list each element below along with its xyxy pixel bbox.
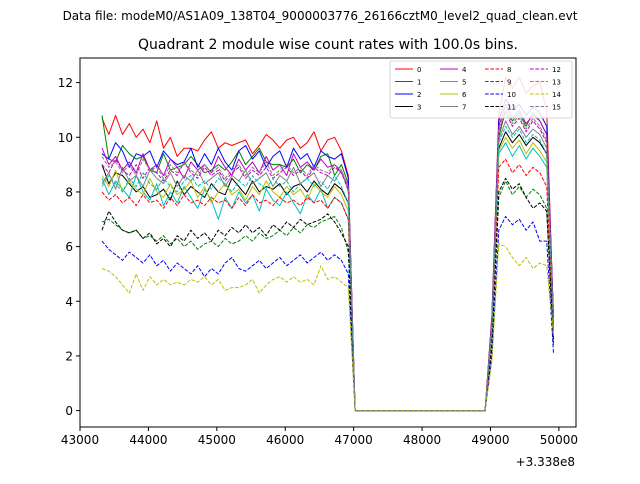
x-tick-label: 47000 — [335, 433, 373, 447]
legend-label-11: 11 — [507, 104, 516, 112]
legend-label-7: 7 — [462, 104, 466, 112]
legend-label-1: 1 — [417, 79, 421, 87]
series-line-8 — [101, 158, 554, 412]
y-tick-label: 12 — [58, 76, 73, 90]
plot-background — [80, 58, 576, 427]
y-tick-label: 6 — [65, 240, 73, 254]
y-tick-label: 8 — [65, 185, 73, 199]
y-tick-label: 2 — [65, 349, 73, 363]
legend-label-3: 3 — [417, 104, 421, 112]
x-tick-label: 50000 — [540, 433, 578, 447]
legend-box — [389, 60, 573, 119]
legend-label-9: 9 — [507, 79, 511, 87]
legend-label-14: 14 — [552, 91, 561, 99]
y-tick-label: 4 — [65, 295, 73, 309]
y-axis: 0 2 4 6 8 10 12 — [58, 76, 80, 418]
legend-label-6: 6 — [462, 91, 467, 99]
legend-label-10: 10 — [507, 91, 516, 99]
x-tick-label: 48000 — [403, 433, 441, 447]
x-tick-label: 46000 — [266, 433, 304, 447]
legend-label-2: 2 — [417, 91, 421, 99]
plot-area — [80, 58, 576, 427]
x-tick-label: 43000 — [61, 433, 99, 447]
x-tick-label: 44000 — [129, 433, 167, 447]
series-line-9 — [101, 180, 554, 412]
series-line-13 — [101, 125, 554, 412]
legend-label-13: 13 — [552, 79, 561, 87]
legend-label-12: 12 — [552, 66, 561, 74]
legend-label-5: 5 — [462, 79, 466, 87]
x-offset-label: +3.338e8 — [516, 455, 575, 469]
series-line-12 — [101, 112, 554, 412]
legend-label-8: 8 — [507, 66, 511, 74]
chart-title: Quadrant 2 module wise count rates with … — [138, 37, 518, 53]
x-axis: 43000 44000 45000 46000 47000 48000 49000 50000 — [61, 427, 578, 447]
x-tick-label: 49000 — [471, 433, 509, 447]
series-line-15 — [101, 109, 554, 412]
y-tick-label: 10 — [58, 131, 73, 145]
figure-suptitle: Data file: modeM0/AS1A09_138T04_90000037… — [63, 9, 578, 23]
legend-label-4: 4 — [462, 66, 467, 74]
y-tick-label: 0 — [65, 404, 73, 418]
x-tick-label: 45000 — [198, 433, 236, 447]
legend-label-0: 0 — [417, 66, 421, 74]
plot-frame — [79, 57, 577, 428]
series-line-11 — [101, 177, 554, 412]
legend-label-15: 15 — [552, 104, 561, 112]
